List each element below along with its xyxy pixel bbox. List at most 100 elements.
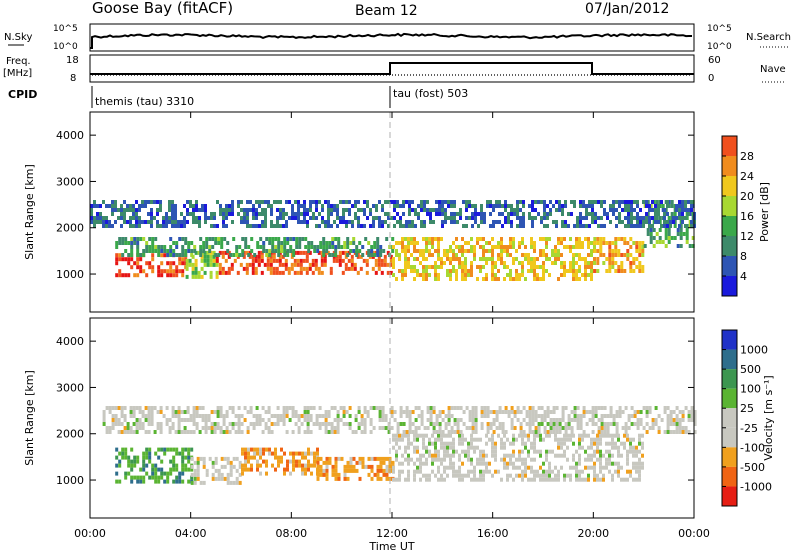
vel-cells-cell-114	[184, 467, 188, 472]
vel-cells-cell-1388	[465, 406, 469, 410]
power-cells-cell-826	[518, 245, 521, 249]
vel-cells-cell-1632	[645, 414, 649, 418]
vel-cells-cell-1256	[357, 410, 361, 414]
vel-cells-cell-345	[358, 476, 362, 481]
vel-cells-cell-485	[437, 437, 440, 442]
power-cells-cell-921	[572, 245, 575, 249]
power-cells-cell-469	[280, 241, 284, 245]
power-cells-cell-1020	[617, 237, 621, 241]
power-cells-cell-1074	[646, 228, 650, 232]
power-cells-cell-1041	[629, 261, 633, 265]
power-cells-cell-344	[142, 237, 146, 241]
power-cells-cell-1855	[618, 204, 621, 208]
power-cells-cell-1940	[675, 216, 678, 220]
power-cells-cell-1930	[666, 204, 669, 208]
vel-cells-cell-765	[569, 465, 572, 470]
vel-cells-cell-1170	[285, 410, 289, 414]
power-cells-cell-214	[296, 250, 300, 255]
vel-cells-cell-1481	[534, 414, 538, 418]
power-cells-cell-290	[365, 270, 369, 275]
power-cells-cell-1618	[426, 212, 429, 216]
power-cells-cell-1615	[423, 224, 426, 228]
vel-cells-cell-102	[178, 479, 182, 484]
vel-cells-cell-348	[361, 464, 365, 469]
vel-cells-cell-872	[617, 445, 620, 450]
vel-cells-cell-172	[226, 476, 230, 481]
power-cells-cell-603	[407, 241, 410, 245]
power-cells-cell-1906	[648, 216, 651, 220]
vel-cells-cell-771	[572, 457, 575, 462]
power-cells-cell-1538	[363, 212, 366, 216]
vel-cells-cell-243	[280, 459, 283, 464]
vel-cells-cell-649	[512, 461, 515, 466]
power-cells-cell-103	[203, 262, 207, 267]
power-cells-cell-1048	[635, 241, 639, 245]
power-cells-cell-1821	[591, 204, 594, 208]
x-tick-label-6: 00:00	[678, 527, 710, 540]
vel-cells-cell-116	[187, 451, 191, 456]
power-cells-cell-1230	[129, 224, 132, 228]
vel-cells-cell-120	[187, 479, 191, 484]
vel-cells-cell-480	[434, 449, 437, 454]
power-cells-cell-832	[521, 253, 524, 257]
power-cells-cell-731	[467, 269, 470, 273]
power-cells-cell-514	[325, 249, 329, 253]
power-cells-cell-660	[434, 249, 437, 253]
vel-cells-cell-562	[470, 433, 473, 438]
vel-cells-cell-92	[172, 479, 176, 484]
vel-cells-cell-1069	[201, 418, 205, 422]
vel-cells-cell-871	[617, 437, 620, 442]
power-cells-cell-817	[512, 257, 515, 261]
vel-cells-cell-1146	[264, 422, 268, 426]
power-cells-cell-1317	[192, 216, 195, 220]
power-cells-cell-388	[184, 253, 188, 257]
vel-cells-cell-1676	[678, 430, 682, 434]
vel-cells-cell-1654	[666, 422, 670, 426]
power-cells-cell-99	[200, 274, 204, 279]
power-cells-cell-167	[257, 258, 261, 263]
power-cells-cell-1692	[489, 200, 492, 204]
vel-cells-cell-529	[452, 465, 455, 470]
vel-cells-cell-1534	[567, 418, 571, 422]
power-cells-cell-1817	[588, 204, 591, 208]
vel-cells-cell-664	[521, 441, 524, 446]
power-cells-cell-1965	[690, 224, 693, 228]
vel-cells-cell-1582	[603, 406, 607, 410]
vel-cells-cell-999	[147, 418, 151, 422]
vel-cells-cell-966	[126, 426, 130, 430]
vel-cells-cell-336	[349, 464, 353, 469]
power-cells-cell-1362	[231, 208, 234, 212]
power-cells-cell-878	[545, 237, 548, 241]
vel-cells-cell-428	[410, 457, 413, 462]
power-cells-cell-789	[497, 277, 500, 281]
vel-cells-cell-1490	[540, 406, 544, 410]
vel-cells-cell-1096	[219, 430, 223, 434]
power-cells-cell-1114	[664, 236, 668, 240]
vel-cells-cell-1321	[411, 422, 415, 426]
vel-cells-cell-893	[626, 469, 629, 474]
power-cells-cell-860	[533, 277, 536, 281]
vel-cells-cell-1406	[474, 426, 478, 430]
vel-cells-cell-303	[322, 468, 326, 473]
power-cells-cell-164	[254, 270, 258, 275]
power-cells-cell-917	[569, 249, 572, 253]
vel-cells-cell-741	[557, 445, 560, 450]
power-cells-cell-1665	[465, 208, 468, 212]
vel-cells-cell-1392	[468, 418, 472, 422]
vel-cells-cell-1310	[405, 406, 409, 410]
power-cells-cell-375	[172, 253, 176, 257]
vel-cells-cell-1313	[405, 430, 409, 434]
power-cells-cell-1267	[156, 220, 159, 224]
vel-cells-cell-319	[334, 468, 338, 473]
power-cells-cell-940	[578, 253, 581, 257]
power-cells-cell-229	[305, 266, 309, 271]
vel-cells-cell-1132	[252, 414, 256, 418]
vel-cells-cell-1187	[300, 422, 304, 426]
power-cells-cell-641	[425, 245, 428, 249]
power-cells-cell-411	[211, 245, 215, 249]
vel-cells-cell-1540	[570, 430, 574, 434]
vel-cells-cell-804	[587, 473, 590, 478]
power-cells-cell-1722	[510, 220, 513, 224]
vel-cells-cell-42	[142, 467, 146, 472]
